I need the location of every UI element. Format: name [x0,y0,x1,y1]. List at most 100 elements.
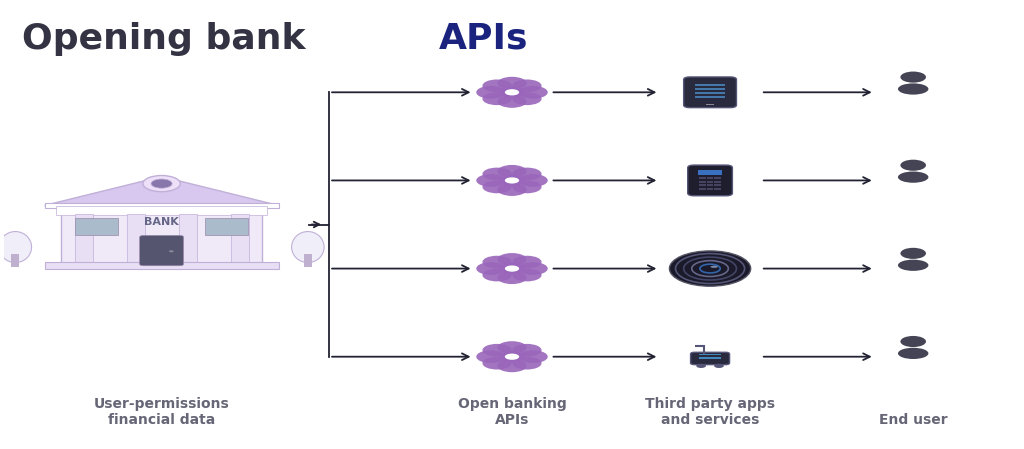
FancyBboxPatch shape [698,353,722,355]
Ellipse shape [898,348,929,359]
FancyBboxPatch shape [699,181,706,183]
Circle shape [512,92,542,105]
Circle shape [482,357,512,370]
Circle shape [518,174,548,187]
Circle shape [512,344,542,357]
Text: BANK: BANK [144,217,179,227]
Circle shape [151,179,172,188]
FancyBboxPatch shape [75,214,92,263]
Circle shape [498,165,526,178]
Circle shape [670,251,751,286]
FancyBboxPatch shape [76,218,118,235]
FancyBboxPatch shape [707,181,714,183]
FancyBboxPatch shape [714,177,721,180]
Ellipse shape [898,84,929,95]
Text: APIs: APIs [439,22,528,56]
FancyBboxPatch shape [707,177,714,180]
FancyBboxPatch shape [45,262,279,269]
Circle shape [498,183,526,196]
Circle shape [482,256,512,269]
Circle shape [518,262,548,275]
Circle shape [476,262,506,275]
Circle shape [482,79,512,92]
FancyBboxPatch shape [45,202,279,207]
FancyBboxPatch shape [684,77,736,108]
Circle shape [482,269,512,282]
FancyBboxPatch shape [699,177,706,180]
Circle shape [505,265,519,272]
Circle shape [518,86,548,99]
FancyBboxPatch shape [699,188,706,190]
Ellipse shape [898,260,929,271]
Circle shape [505,89,519,95]
FancyBboxPatch shape [699,184,706,186]
FancyBboxPatch shape [695,88,725,90]
Circle shape [900,336,926,347]
FancyBboxPatch shape [127,214,144,263]
FancyBboxPatch shape [60,206,262,265]
Circle shape [696,364,706,368]
FancyBboxPatch shape [714,188,721,190]
Circle shape [512,357,542,370]
Circle shape [499,351,525,362]
FancyBboxPatch shape [695,84,725,86]
Circle shape [482,180,512,193]
FancyBboxPatch shape [707,184,714,186]
Text: Open banking
APIs: Open banking APIs [458,397,566,427]
FancyBboxPatch shape [304,254,312,267]
FancyBboxPatch shape [56,206,267,215]
Circle shape [512,269,542,282]
FancyBboxPatch shape [690,352,729,365]
Ellipse shape [898,172,929,183]
Polygon shape [45,176,279,206]
FancyBboxPatch shape [11,254,19,267]
Circle shape [482,167,512,180]
Circle shape [476,86,506,99]
Circle shape [499,175,525,186]
Circle shape [498,253,526,266]
Text: End user: End user [879,413,947,427]
FancyBboxPatch shape [698,357,722,359]
Text: Opening bank: Opening bank [23,22,318,56]
FancyBboxPatch shape [230,214,249,263]
Circle shape [518,350,548,363]
FancyBboxPatch shape [178,214,197,263]
Ellipse shape [0,232,32,263]
Circle shape [498,341,526,354]
Circle shape [512,180,542,193]
Circle shape [900,248,926,259]
FancyBboxPatch shape [695,96,725,98]
Circle shape [512,167,542,180]
Circle shape [476,350,506,363]
FancyBboxPatch shape [695,92,725,94]
FancyBboxPatch shape [698,170,722,176]
Circle shape [498,360,526,372]
Circle shape [900,71,926,83]
Circle shape [499,87,525,98]
Circle shape [900,160,926,171]
Circle shape [476,174,506,187]
Circle shape [512,79,542,92]
FancyBboxPatch shape [706,104,714,105]
Ellipse shape [711,266,718,268]
FancyBboxPatch shape [707,188,714,190]
Circle shape [498,77,526,89]
Circle shape [499,263,525,274]
Ellipse shape [292,232,325,263]
Circle shape [498,95,526,108]
Circle shape [169,250,174,252]
Text: Third party apps
and services: Third party apps and services [645,397,775,427]
Circle shape [482,344,512,357]
Circle shape [512,256,542,269]
FancyBboxPatch shape [714,181,721,183]
FancyBboxPatch shape [206,218,248,235]
Circle shape [714,364,724,368]
FancyBboxPatch shape [688,165,732,196]
Circle shape [143,176,180,192]
Circle shape [482,92,512,105]
FancyBboxPatch shape [139,235,183,266]
Text: User-permissions
financial data: User-permissions financial data [94,397,229,427]
Circle shape [505,177,519,184]
Circle shape [498,271,526,284]
FancyBboxPatch shape [714,184,721,186]
